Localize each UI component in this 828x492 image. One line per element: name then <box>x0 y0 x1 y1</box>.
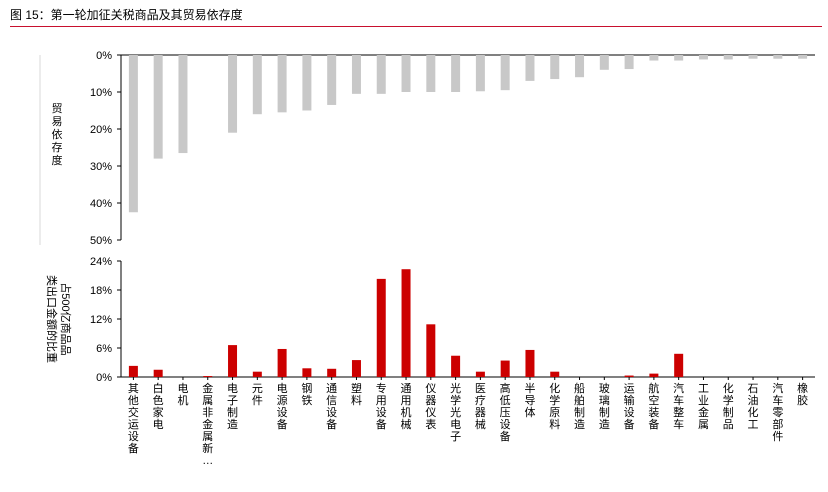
top-bar <box>798 55 808 59</box>
category-label: 金属非金属新… <box>202 381 213 467</box>
category-label: 通用机械 <box>401 382 412 431</box>
top-bar <box>426 55 436 92</box>
bottom-bar <box>128 365 138 377</box>
category-label: 电源设备 <box>277 382 288 431</box>
top-bar <box>128 55 138 213</box>
top-bar <box>525 55 535 81</box>
bottom-bar <box>426 324 436 377</box>
bottom-bar <box>327 368 337 377</box>
figure-title: 图 15：第一轮加征关税商品及其贸易依存度 <box>10 8 243 22</box>
bottom-bar <box>525 349 535 377</box>
top-bar <box>277 55 287 113</box>
top-y-tick-label: 30% <box>90 161 112 173</box>
category-label: 专用设备 <box>376 381 387 431</box>
category-label: 光学光电子 <box>450 381 461 443</box>
category-label: 元件 <box>252 383 263 407</box>
top-bar <box>302 55 312 111</box>
bottom-bar <box>277 348 287 377</box>
bottom-bar <box>376 278 386 377</box>
bottom-y-tick-label: 12% <box>90 314 112 326</box>
top-bar <box>252 55 262 115</box>
bottom-bar <box>674 353 684 377</box>
top-y-axis-label: 易 <box>52 115 63 128</box>
category-label: 汽车零部件 <box>772 381 783 443</box>
title-rule <box>10 26 822 27</box>
top-bar <box>550 55 560 80</box>
bottom-bar <box>649 373 659 377</box>
top-bar <box>624 55 634 70</box>
bottom-y-tick-label: 6% <box>96 343 112 355</box>
bottom-bar <box>153 369 163 377</box>
category-label: 医疗器械 <box>475 383 486 431</box>
top-y-axis-label: 存 <box>52 140 63 154</box>
top-bar <box>475 55 485 92</box>
top-bar <box>723 55 733 60</box>
category-label: 船舶制造 <box>574 381 585 431</box>
top-bar <box>500 55 510 91</box>
bottom-bar <box>451 355 461 377</box>
category-label: 玻璃制造 <box>599 382 610 431</box>
category-label: 化学制品 <box>723 381 734 431</box>
top-bar <box>599 55 609 70</box>
bottom-bar <box>550 371 560 377</box>
top-bar <box>228 55 238 133</box>
category-label: 橡胶 <box>797 382 808 407</box>
category-label: 塑料 <box>351 381 362 407</box>
bottom-y-tick-label: 0% <box>96 372 112 384</box>
bottom-y-tick-label: 18% <box>90 285 112 297</box>
top-y-tick-label: 40% <box>90 198 112 210</box>
top-bar <box>451 55 461 92</box>
top-bar <box>649 55 659 61</box>
top-bar <box>178 55 188 154</box>
category-label: 汽车整车 <box>673 381 684 431</box>
top-y-tick-label: 0% <box>96 50 112 62</box>
top-y-axis-label: 依 <box>52 128 63 141</box>
top-y-axis-label: 贸 <box>52 102 63 115</box>
category-label: 运输设备 <box>624 382 635 431</box>
category-label: 电子制造 <box>227 382 238 431</box>
top-bar <box>748 55 758 59</box>
bottom-bar <box>475 371 485 377</box>
bottom-y-axis-label: 类出口金额的比重 <box>45 275 59 363</box>
category-label: 石油化工 <box>748 383 759 431</box>
top-y-tick-label: 50% <box>90 235 112 247</box>
bottom-bar <box>351 360 361 377</box>
top-y-tick-label: 20% <box>90 124 112 136</box>
bottom-y-axis-label: 占500亿商品品 <box>59 282 73 355</box>
top-bar <box>698 55 708 60</box>
top-bar <box>351 55 361 94</box>
category-label: 化学原料 <box>549 381 560 431</box>
top-bar <box>674 55 684 61</box>
bottom-bar <box>228 345 238 377</box>
top-y-axis-label: 度 <box>52 153 63 167</box>
category-label: 白色家电 <box>153 381 164 431</box>
category-label: 钢铁 <box>301 382 312 407</box>
bottom-bar <box>500 360 510 377</box>
category-label: 其他交运设备 <box>128 382 139 455</box>
top-bar <box>575 55 585 78</box>
bottom-bar <box>252 371 262 377</box>
category-label: 通信设备 <box>326 382 337 431</box>
top-bar <box>773 55 783 59</box>
category-label: 仪器仪表 <box>425 382 436 431</box>
top-bar <box>327 55 337 105</box>
category-label: 半导体 <box>524 381 535 419</box>
bottom-y-tick-label: 24% <box>90 256 112 268</box>
bottom-bar <box>302 368 312 377</box>
category-label: 航空装备 <box>648 381 659 431</box>
top-y-tick-label: 10% <box>90 87 112 99</box>
bottom-bar <box>401 269 411 377</box>
bottom-bar <box>624 375 634 377</box>
category-label: 工业金属 <box>698 383 709 431</box>
bottom-bar <box>203 376 213 377</box>
category-label: 电机 <box>177 382 188 407</box>
category-label: 高低压设备 <box>500 381 511 443</box>
top-bar <box>153 55 163 159</box>
top-bar <box>376 55 386 94</box>
top-bar <box>401 55 411 92</box>
